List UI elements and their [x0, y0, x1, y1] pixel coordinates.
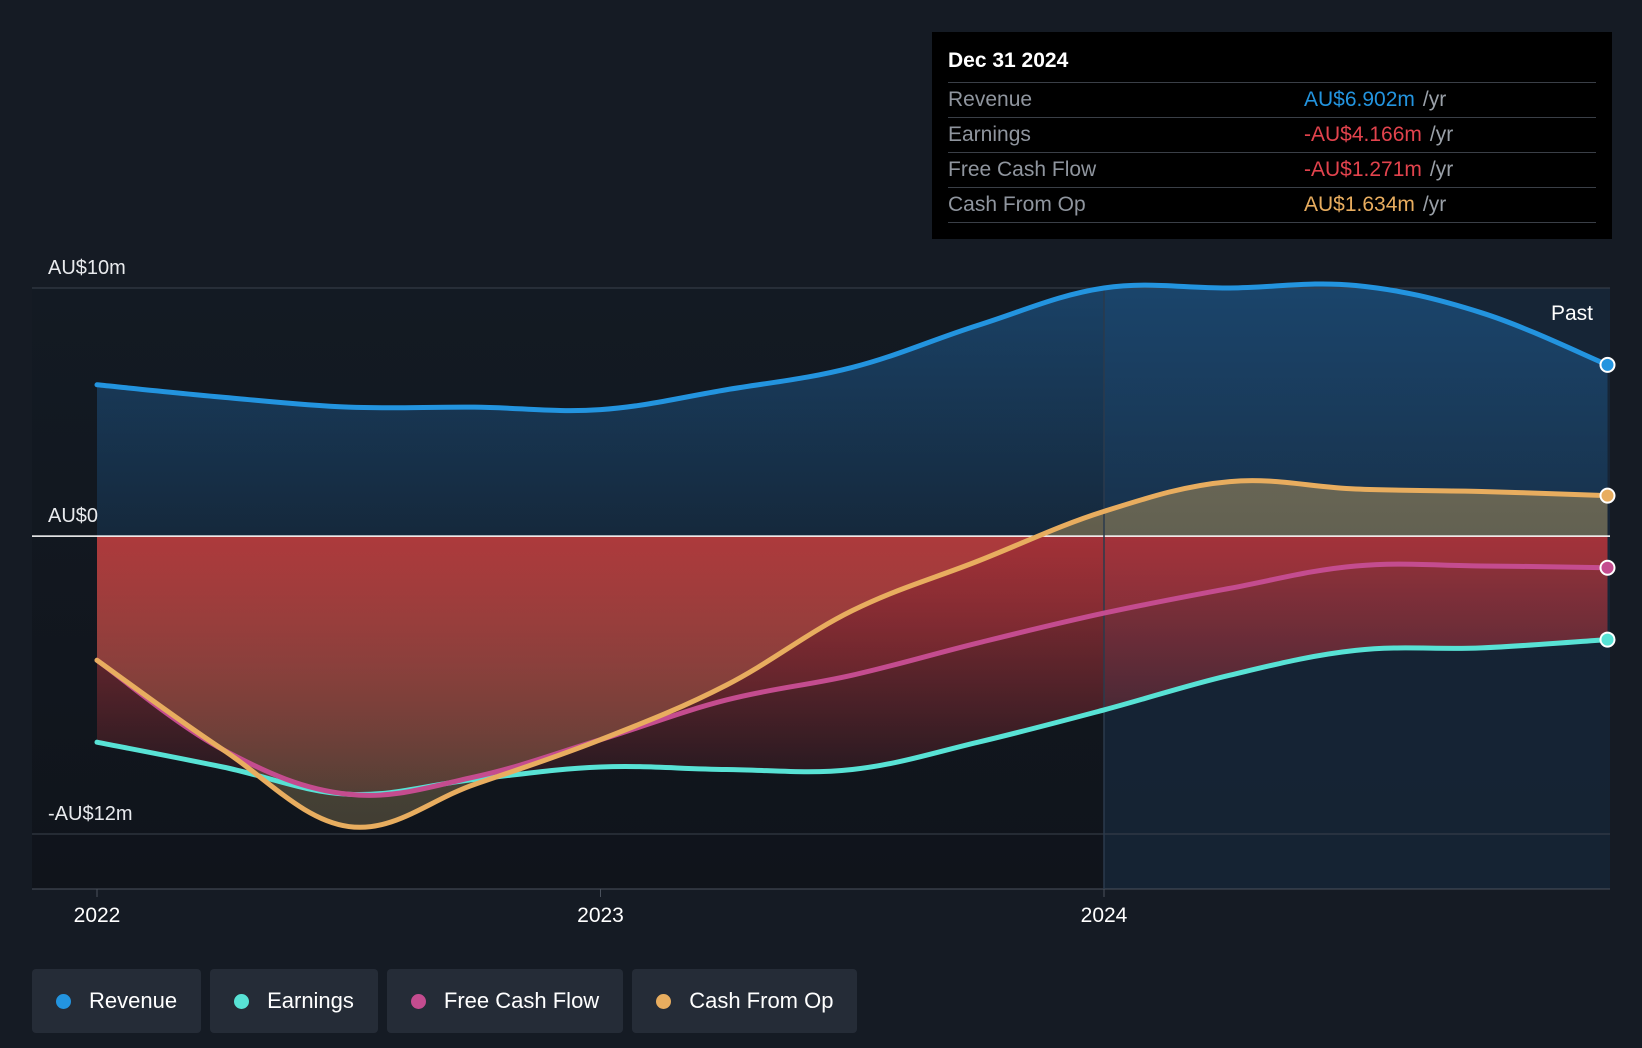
legend-item-free-cash-flow[interactable]: Free Cash Flow: [386, 969, 624, 1033]
legend-item-cash-from-op[interactable]: Cash From Op: [632, 969, 858, 1033]
tooltip-row-cash-from-op: Cash From Op AU$1.634m /yr: [948, 188, 1596, 223]
chart-legend: Revenue Earnings Free Cash Flow Cash Fro…: [32, 969, 858, 1033]
tooltip-label: Free Cash Flow: [948, 158, 1097, 181]
tooltip-row-free-cash-flow: Free Cash Flow -AU$1.271m /yr: [948, 153, 1596, 188]
end-marker-free-cash-flow: [1599, 559, 1616, 576]
x-tick-label: 2022: [74, 904, 121, 927]
tooltip-date: Dec 31 2024: [948, 46, 1596, 83]
legend-label: Cash From Op: [689, 988, 834, 1013]
legend-label: Free Cash Flow: [443, 988, 600, 1013]
x-tick-label: 2024: [1081, 904, 1128, 927]
end-marker-revenue: [1599, 356, 1616, 373]
tooltip-row-earnings: Earnings -AU$4.166m /yr: [948, 118, 1596, 153]
legend-dot-icon: [410, 993, 426, 1009]
tooltip-unit: /yr: [1422, 193, 1447, 216]
series-line-revenue: [94, 281, 1610, 414]
revenue-area: [97, 283, 1608, 537]
legend-dot-icon: [56, 993, 71, 1009]
tooltip-label: Revenue: [948, 88, 1033, 111]
legend-item-earnings[interactable]: Earnings: [210, 969, 378, 1033]
tooltip-unit: /yr: [1429, 123, 1454, 146]
y-axis-label: AU$0: [48, 505, 98, 527]
tooltip-value: -AU$4.166m: [1304, 123, 1422, 146]
legend-dot-icon: [656, 993, 672, 1009]
end-marker-earnings: [1599, 631, 1616, 648]
series-line-free-cash-flow: [94, 561, 1610, 798]
end-marker-cash-from-op: [1599, 487, 1616, 504]
tooltip-value: AU$6.902m: [1304, 88, 1415, 111]
tooltip-label: Earnings: [948, 123, 1031, 146]
tooltip-value: AU$1.634m: [1304, 193, 1415, 216]
x-tick-label: 2023: [577, 904, 624, 927]
tooltip-value: -AU$1.271m: [1304, 158, 1422, 181]
hover-tooltip: Dec 31 2024 Revenue AU$6.902m /yr Earnin…: [932, 32, 1612, 239]
legend-label: Earnings: [267, 988, 354, 1013]
legend-dot-icon: [234, 993, 250, 1009]
past-label: Past: [1551, 302, 1593, 325]
y-axis-label: -AU$12m: [48, 803, 132, 825]
tooltip-label: Cash From Op: [948, 193, 1086, 216]
tooltip-unit: /yr: [1422, 88, 1447, 111]
tooltip-unit: /yr: [1429, 158, 1454, 181]
tooltip-row-revenue: Revenue AU$6.902m /yr: [948, 83, 1596, 118]
free-cash-flow-area: [97, 536, 1608, 796]
legend-label: Revenue: [89, 988, 178, 1013]
series-line-cash-from-op: [94, 478, 1610, 830]
legend-item-revenue[interactable]: Revenue: [32, 969, 202, 1033]
y-axis-label: AU$10m: [48, 257, 126, 279]
